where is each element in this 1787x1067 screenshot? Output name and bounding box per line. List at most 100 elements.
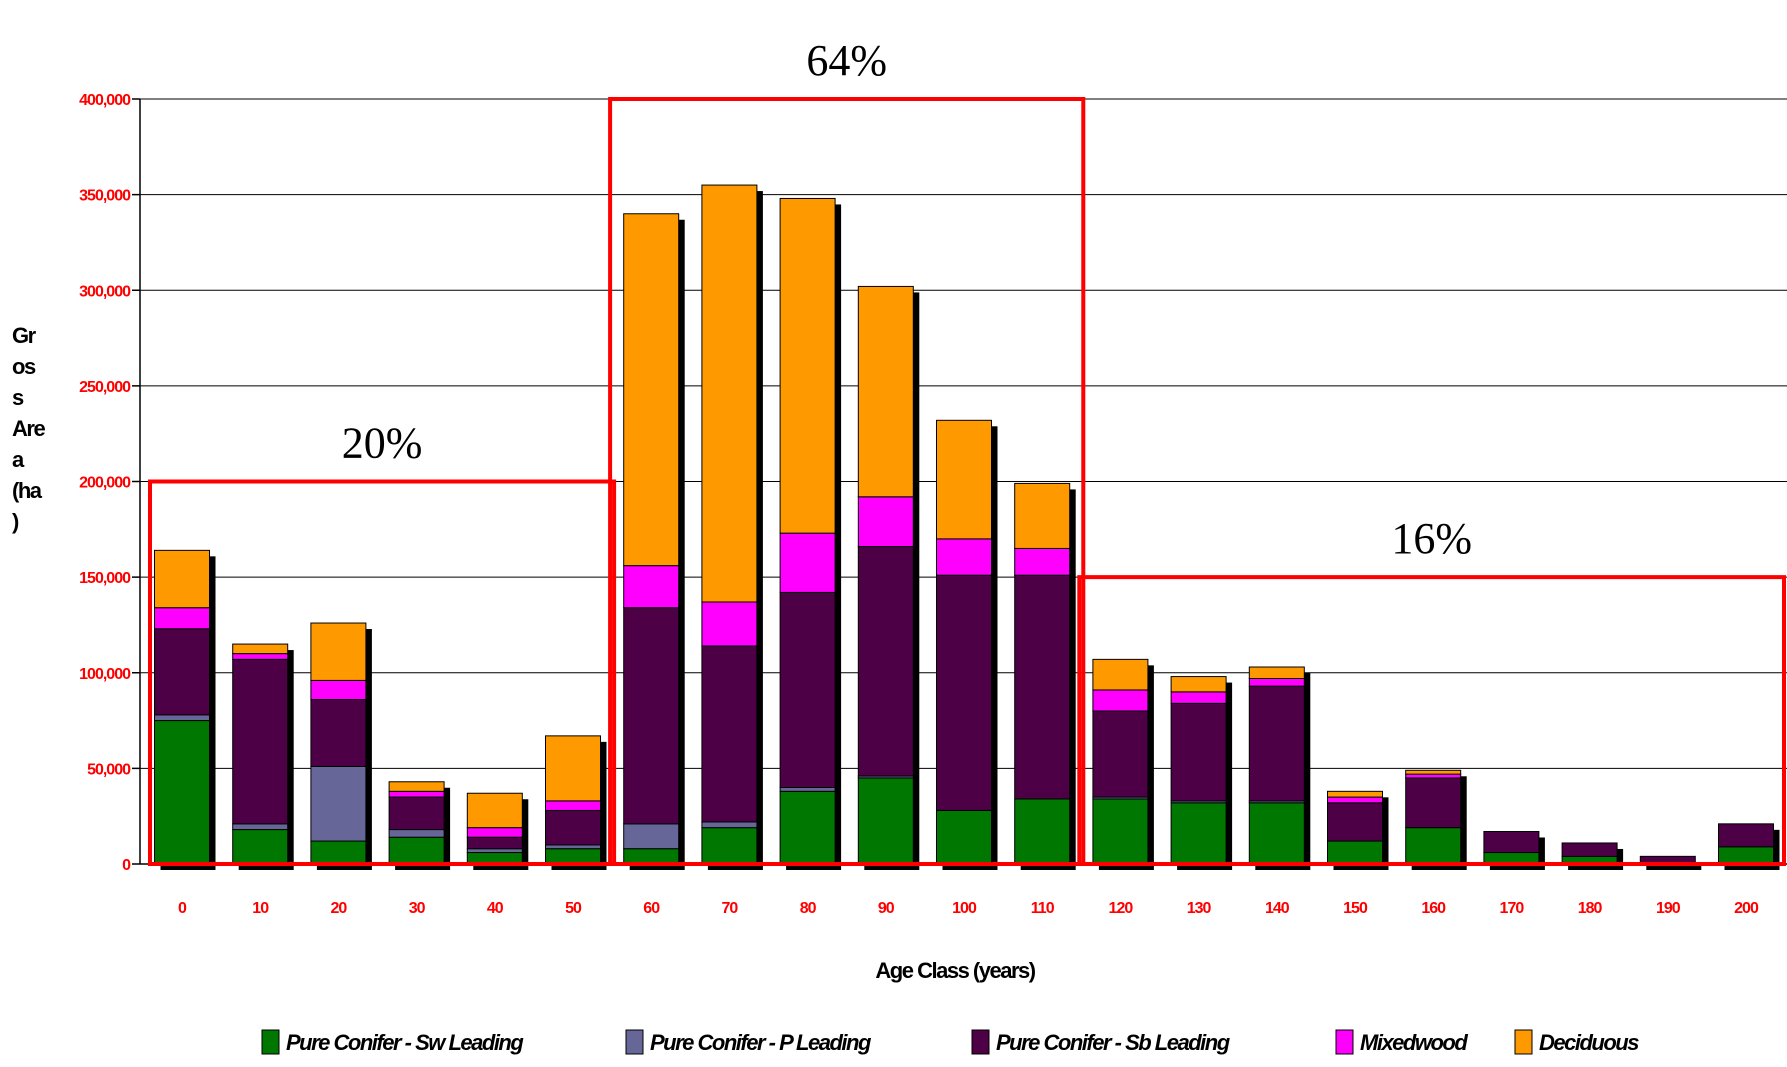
- bar-segment-0-s0: [154, 720, 210, 865]
- bar-segment-10-s2: [232, 658, 289, 825]
- x-axis-ticks: 0 10 20 30 40 50 60 70 80 90 100 110 120 130 140 150 160…: [178, 900, 1760, 917]
- bar-segment-180-s2: [1561, 842, 1618, 857]
- y-tick-label: 300,000: [79, 283, 131, 300]
- legend-label: Pure Conifer - Sw Leading: [286, 1030, 524, 1055]
- bar-segment-130-s4: [1170, 676, 1227, 693]
- bar-segment-0-s3: [154, 607, 210, 630]
- x-tick-label: 110: [1031, 900, 1055, 917]
- bar-segment-40-s4: [466, 792, 523, 829]
- bar-segment-100-s3: [936, 538, 992, 576]
- bar-segment-150-s0: [1327, 840, 1383, 865]
- x-tick-label: 140: [1265, 900, 1290, 917]
- bar-segment-30-s1: [388, 829, 445, 838]
- bar-segment-20-s3: [310, 679, 367, 701]
- bar-segment-120-s0: [1092, 798, 1149, 865]
- age-group-box-1: [148, 479, 617, 866]
- bar-segment-30-s0: [388, 836, 445, 865]
- y-tick-label: 350,000: [79, 188, 131, 205]
- y-tick-label: 250,000: [79, 379, 131, 396]
- y-axis-title-line: (ha: [12, 478, 43, 503]
- bar-segment-90-s4: [857, 285, 914, 498]
- bar-segment-60-s4: [623, 213, 680, 567]
- age-group-box-2: [608, 97, 1086, 866]
- bar-segment-70-s1: [701, 821, 758, 829]
- x-tick-label: 20: [331, 900, 348, 917]
- bar-segment-110-s4: [1014, 482, 1071, 549]
- x-tick-label: 160: [1421, 900, 1446, 917]
- x-tick-label: 120: [1109, 900, 1134, 917]
- bar-segment-150-s4: [1327, 790, 1383, 798]
- x-tick-label: 180: [1578, 900, 1603, 917]
- x-tick-label: 10: [252, 900, 269, 917]
- bar-segment-170-s2: [1483, 830, 1540, 854]
- x-tick-label: 70: [722, 900, 739, 917]
- bar-segment-100-s2: [936, 574, 992, 811]
- legend-swatch: [1335, 1029, 1354, 1055]
- x-tick-label: 90: [878, 900, 895, 917]
- y-tick-label: 50,000: [87, 761, 131, 778]
- legend-label: Pure Conifer - P Leading: [650, 1030, 872, 1055]
- bar-segment-130-s2: [1170, 702, 1227, 802]
- bar-segment-120-s2: [1092, 710, 1149, 798]
- bar-segment-200-s0: [1718, 846, 1774, 865]
- bar-segment-90-s0: [857, 777, 914, 865]
- bar-segment-100-s0: [936, 809, 992, 865]
- bar-segment-10-s0: [232, 829, 289, 865]
- bar-segment-60-s3: [623, 565, 680, 609]
- bar-segment-40-s2: [466, 836, 523, 850]
- bar-segment-0-s1: [154, 714, 210, 722]
- bar-segment-60-s1: [623, 823, 680, 850]
- bar-segment-40-s3: [466, 827, 523, 838]
- bar-segment-90-s3: [857, 496, 914, 548]
- x-tick-label: 30: [409, 900, 426, 917]
- y-tick-label: 0: [122, 857, 131, 874]
- legend-label: Pure Conifer - Sb Leading: [996, 1030, 1231, 1055]
- bar-segment-150-s3: [1327, 796, 1383, 804]
- bar-segment-40-s1: [466, 848, 523, 854]
- bar-segment-130-s0: [1170, 802, 1227, 865]
- bar-segment-20-s2: [310, 699, 367, 767]
- bar-segment-70-s2: [701, 645, 758, 823]
- y-tick-label: 150,000: [79, 570, 131, 587]
- x-tick-label: 100: [952, 900, 977, 917]
- bar-segment-160-s3: [1405, 773, 1462, 779]
- legend-swatch: [971, 1029, 990, 1055]
- bar-segment-130-s3: [1170, 691, 1227, 704]
- bar-segment-120-s3: [1092, 689, 1149, 712]
- y-axis-title-line: ): [12, 509, 19, 534]
- bar-segment-160-s0: [1405, 827, 1462, 865]
- legend-swatch: [1514, 1029, 1533, 1055]
- x-tick-label: 40: [487, 900, 504, 917]
- bar-segment-50-s1: [545, 844, 601, 850]
- age-group-boxes: 20% 64% 16%: [148, 36, 1787, 866]
- bar-segment-140-s2: [1248, 685, 1305, 802]
- x-axis-title: Age Class (years): [875, 958, 1035, 983]
- y-tick-label: 100,000: [79, 666, 131, 683]
- y-axis-title-line: os: [12, 354, 36, 379]
- y-axis-ticks: 0 50,000 100,000 150,000 200,000 250,000 300,0…: [79, 92, 132, 874]
- bar-segment-70-s4: [701, 184, 758, 603]
- y-axis-title-line: a: [12, 447, 25, 472]
- bar-segment-20-s4: [310, 622, 367, 681]
- x-tick-label: 190: [1656, 900, 1681, 917]
- bar-segment-30-s4: [388, 781, 445, 792]
- bar-segment-50-s4: [545, 735, 601, 802]
- x-tick-label: 170: [1500, 900, 1525, 917]
- age-group-share-1: 20%: [342, 419, 423, 468]
- y-axis-title: Gr os s Are a (ha): [12, 323, 47, 534]
- bar-segment-100-s4: [936, 419, 992, 540]
- x-tick-label: 0: [178, 900, 187, 917]
- bar-segment-50-s3: [545, 800, 601, 811]
- bar-segment-110-s0: [1014, 798, 1071, 865]
- bar-segment-10-s4: [232, 643, 289, 655]
- bar-segment-120-s4: [1092, 658, 1149, 691]
- bar-segment-10-s3: [232, 653, 289, 660]
- age-group-share-3: 16%: [1391, 514, 1472, 563]
- legend: Pure Conifer - Sw Leading Pure Conifer - …: [261, 1029, 1641, 1055]
- bar-segment-110-s3: [1014, 547, 1071, 576]
- bar-segment-80-s1: [779, 787, 836, 792]
- bar-segment-50-s0: [545, 848, 601, 865]
- bar-segment-140-s0: [1248, 802, 1305, 865]
- legend-label: Mixedwood: [1360, 1030, 1468, 1055]
- x-tick-label: 200: [1734, 900, 1759, 917]
